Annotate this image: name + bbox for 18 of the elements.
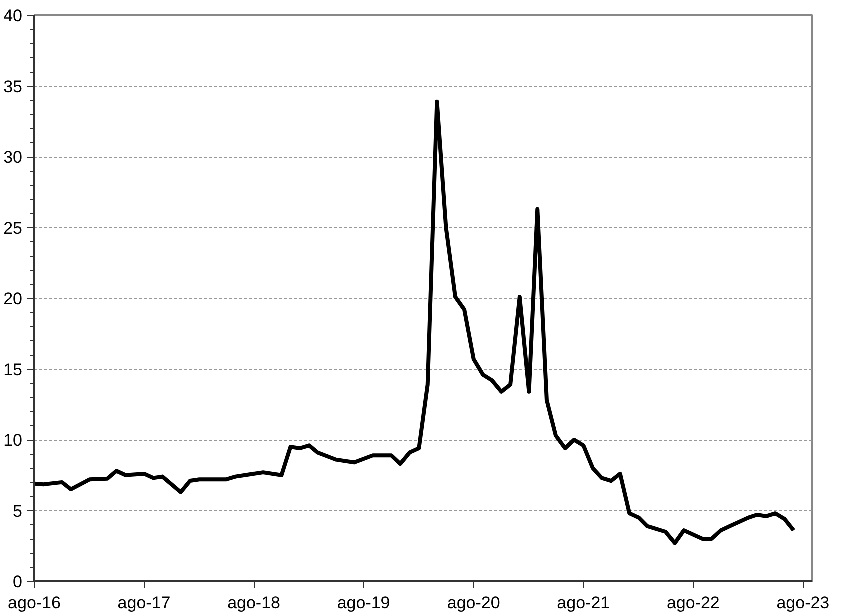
- y-tick-label: 30: [4, 148, 23, 167]
- y-tick-label: 20: [4, 290, 23, 308]
- y-tick-label: 0: [13, 572, 23, 592]
- x-tick-label: ago-16: [8, 594, 61, 612]
- x-tick-label: ago-19: [337, 594, 390, 612]
- y-tick-label: 35: [4, 77, 23, 96]
- x-tick-label: ago-18: [228, 594, 281, 612]
- y-tick-label: 25: [4, 218, 23, 238]
- y-tick-label: 5: [13, 502, 23, 521]
- line-series: [34, 100, 796, 546]
- x-tick-label: ago-20: [447, 594, 500, 612]
- y-tick-label: 15: [4, 360, 23, 380]
- x-tick-label: ago-17: [118, 594, 171, 612]
- x-tick-label: ago-23: [776, 594, 830, 612]
- x-tick-label: ago-21: [557, 594, 610, 612]
- y-tick-label: 10: [4, 431, 23, 450]
- y-tick-label: 40: [4, 6, 23, 26]
- x-tick-label: ago-22: [666, 594, 720, 612]
